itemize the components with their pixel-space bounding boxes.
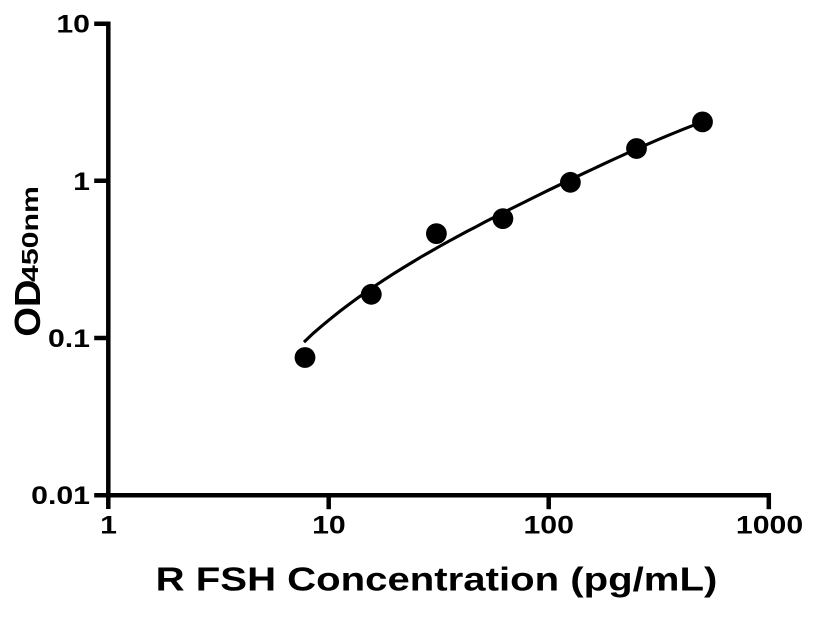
svg-text:1: 1: [73, 167, 90, 195]
svg-text:1: 1: [100, 511, 117, 539]
svg-text:0.1: 0.1: [48, 324, 90, 352]
svg-text:R FSH Concentration (pg/mL): R FSH Concentration (pg/mL): [156, 561, 718, 598]
svg-text:450nm: 450nm: [17, 186, 43, 282]
svg-text:100: 100: [523, 511, 573, 539]
svg-text:10: 10: [56, 10, 90, 38]
svg-text:0.01: 0.01: [31, 482, 90, 510]
svg-text:10: 10: [312, 511, 346, 539]
svg-text:1000: 1000: [736, 511, 803, 539]
svg-text:OD: OD: [7, 280, 48, 337]
